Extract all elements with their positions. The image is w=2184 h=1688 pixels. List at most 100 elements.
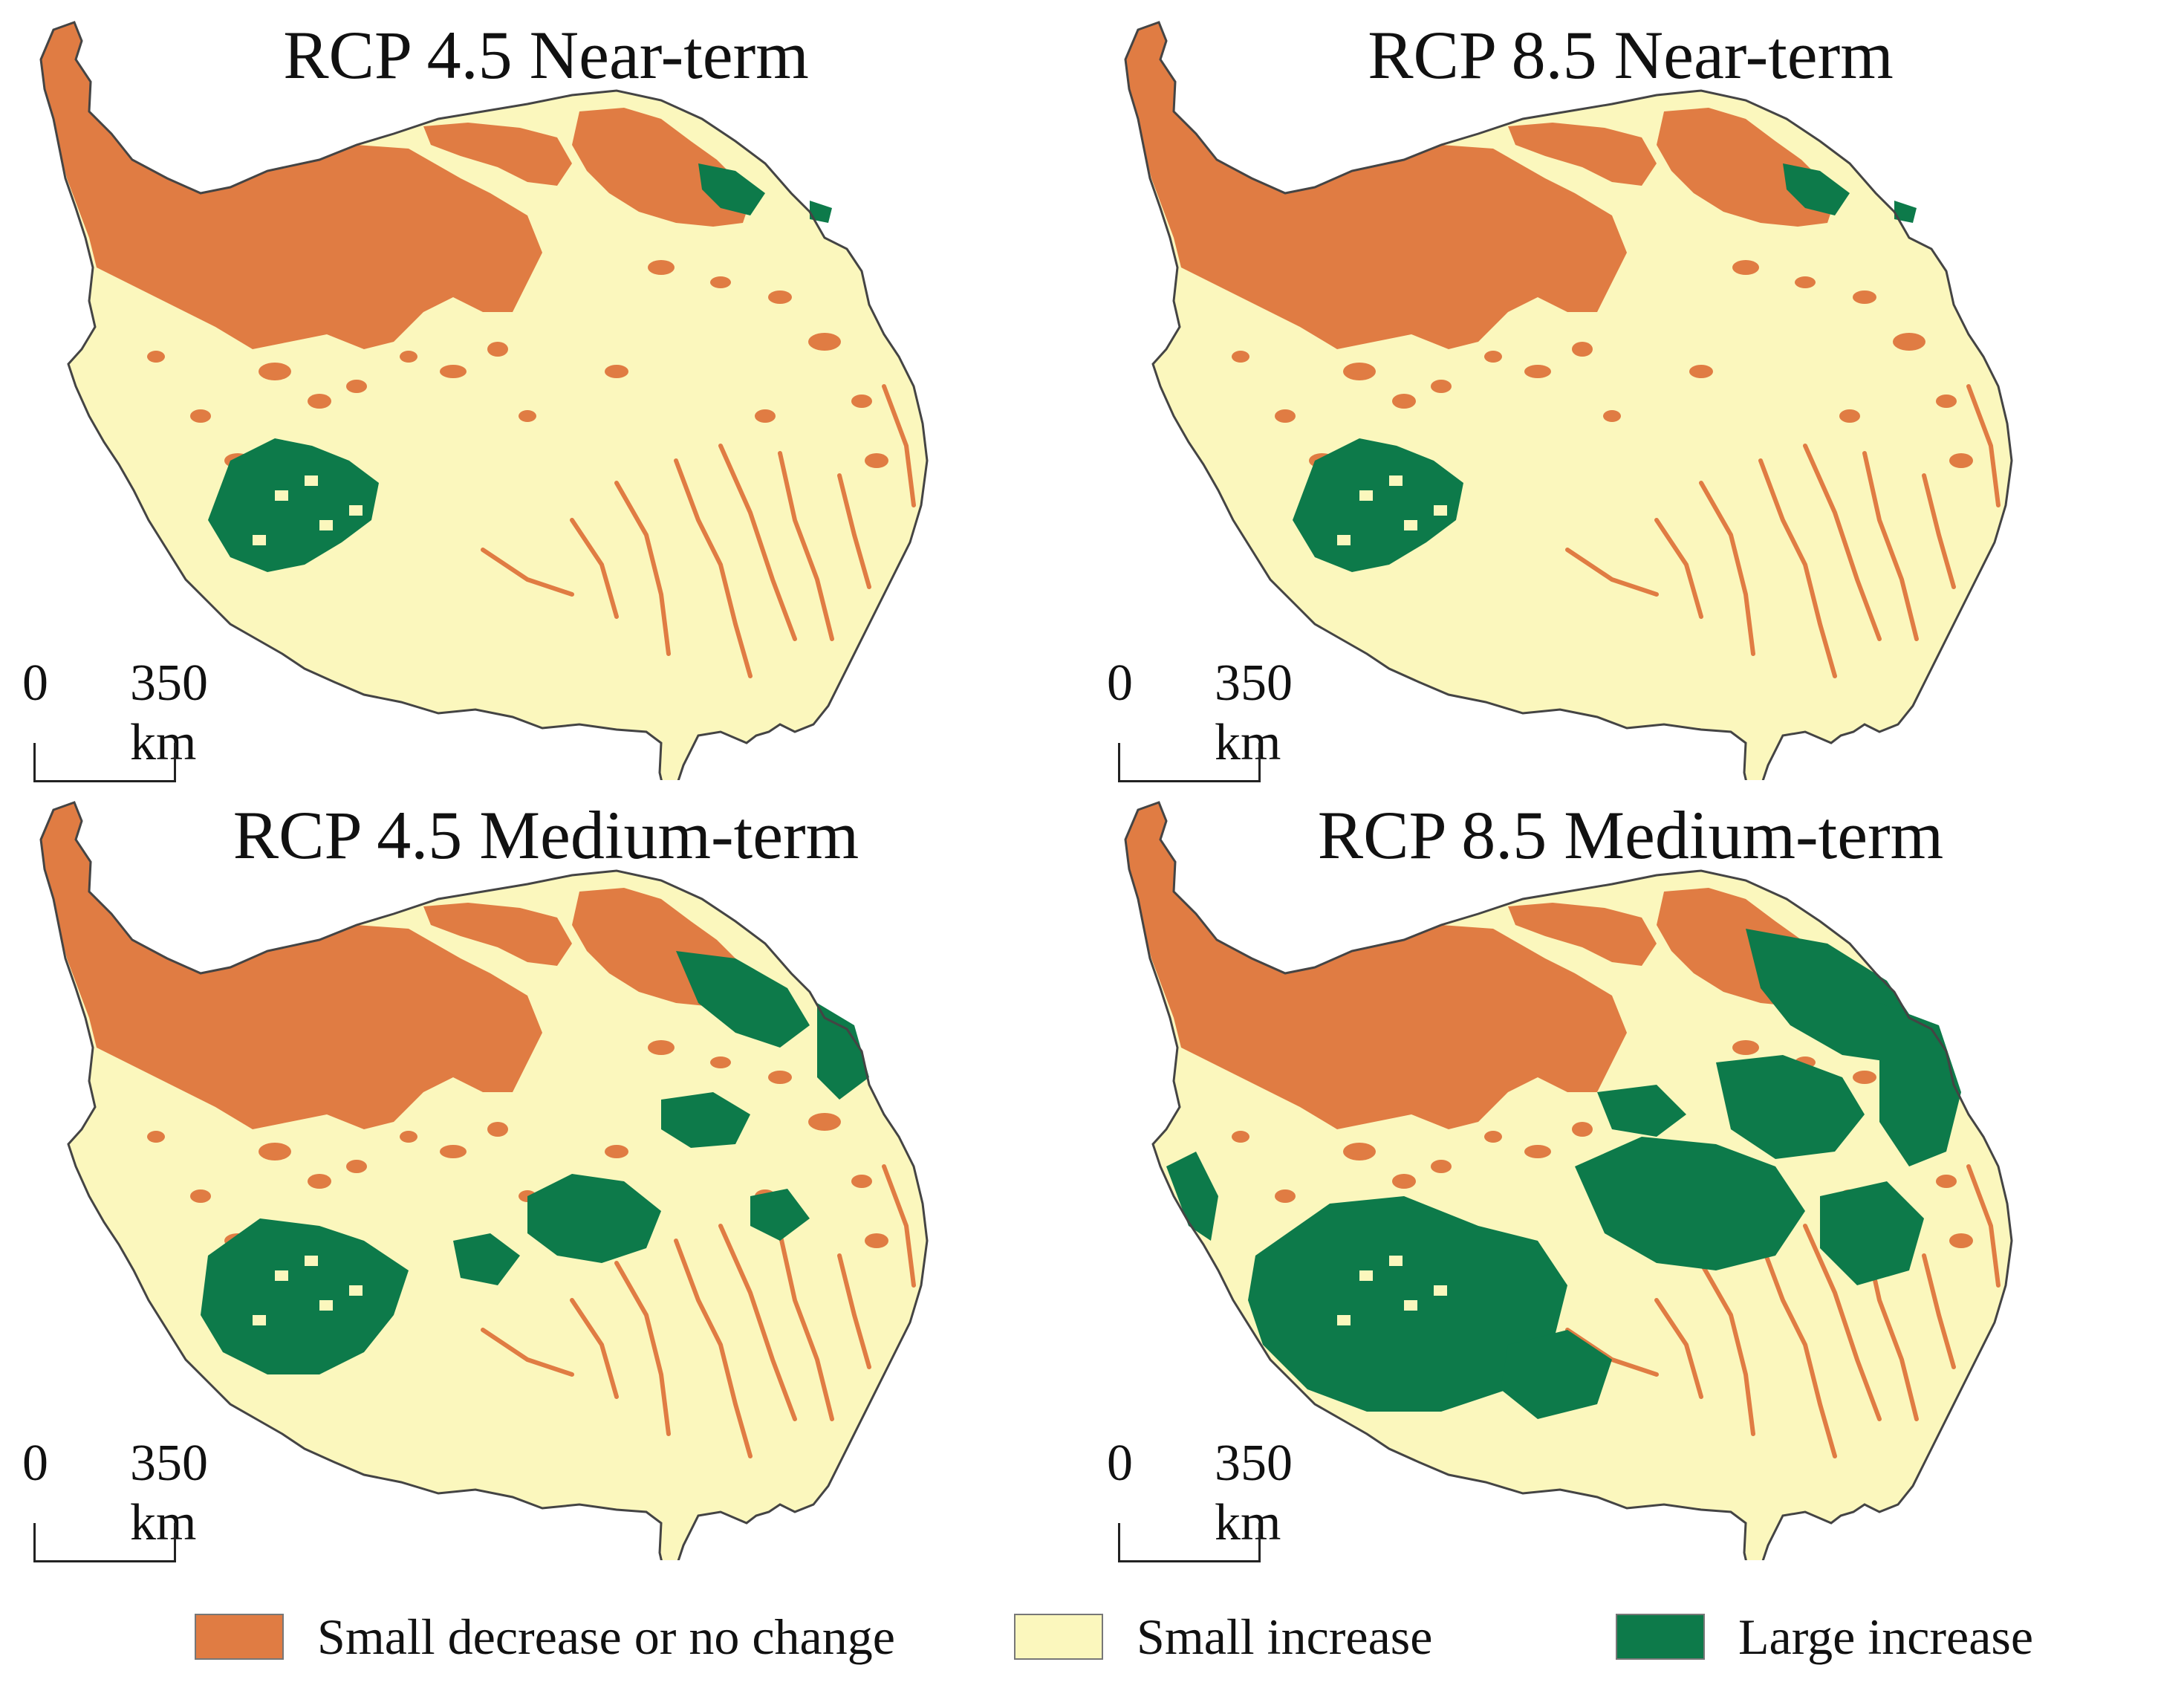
decrease-patch — [1524, 365, 1551, 378]
decrease-stream — [837, 473, 871, 589]
decrease-patch — [1484, 351, 1502, 363]
small-increase-patch — [253, 1315, 266, 1325]
small-increase-patch — [319, 1300, 333, 1311]
decrease-stream — [778, 451, 834, 641]
decrease-region — [1125, 802, 1627, 1129]
decrease-patch — [1853, 290, 1876, 304]
decrease-patch — [808, 1113, 841, 1131]
decrease-patch — [710, 276, 731, 288]
plateau-outline — [39, 21, 929, 780]
decrease-stream — [614, 1261, 671, 1436]
panel-title: RCP 8.5 Medium-term — [1317, 797, 1944, 873]
decrease-stream — [1565, 548, 1659, 597]
decrease-patch — [1343, 1143, 1376, 1160]
decrease-patch — [710, 1056, 731, 1068]
map-region-layer — [1124, 801, 2013, 1560]
decrease-patch — [440, 1145, 467, 1158]
decrease-stream — [1966, 384, 2001, 507]
scale-bar: 0 350 km — [1107, 654, 1330, 795]
decrease-stream — [1758, 458, 1837, 678]
decrease-stream — [570, 518, 619, 619]
decrease-patch — [190, 409, 211, 423]
scale-distance-label: 350 km — [130, 1435, 208, 1551]
map-panel-rcp45-medium: RCP 4.5 Medium-term 0 350 km — [0, 780, 1092, 1562]
decrease-patch — [648, 260, 675, 275]
decrease-patch — [1275, 409, 1296, 423]
large-increase-region — [1894, 201, 1917, 223]
legend-swatch-small-increase — [1014, 1614, 1103, 1660]
large-increase-region — [750, 1189, 810, 1241]
decrease-patch — [400, 1131, 417, 1143]
decrease-patch — [487, 342, 508, 357]
decrease-region — [423, 123, 572, 186]
decrease-patch — [147, 351, 165, 363]
decrease-stream — [778, 1231, 834, 1421]
large-increase-region — [1783, 163, 1850, 215]
large-increase-region — [698, 163, 765, 215]
decrease-patch — [865, 1233, 888, 1248]
large-increase-region — [1746, 929, 1917, 1062]
scale-zero-label: 0 — [22, 1435, 48, 1492]
panel-title: RCP 4.5 Medium-term — [233, 797, 859, 873]
small-increase-patch — [1404, 520, 1417, 530]
decrease-stream — [1699, 481, 1755, 656]
decrease-patch — [1343, 363, 1376, 380]
decrease-patch — [1795, 276, 1816, 288]
legend-label: Small increase — [1137, 1609, 1433, 1665]
small-increase-patch — [1337, 535, 1351, 545]
decrease-patch — [1232, 1131, 1249, 1143]
decrease-patch — [1949, 453, 1973, 468]
scale-zero-label: 0 — [1107, 1435, 1133, 1492]
decrease-stream — [882, 1164, 916, 1288]
decrease-patch — [346, 380, 367, 393]
decrease-stream — [718, 444, 797, 641]
decrease-patch — [768, 1071, 792, 1084]
decrease-patch — [605, 365, 628, 378]
decrease-patch — [1839, 409, 1860, 423]
decrease-patch — [865, 453, 888, 468]
decrease-patch — [1275, 1189, 1296, 1203]
large-increase-region — [661, 1092, 750, 1148]
small-increase-patch — [349, 1285, 363, 1296]
decrease-region — [1657, 108, 1835, 227]
plateau-map — [39, 801, 929, 1560]
decrease-stream — [1862, 451, 1919, 641]
large-increase-region — [810, 201, 832, 223]
decrease-patch — [1689, 365, 1713, 378]
large-increase-region — [201, 1218, 409, 1374]
legend: Small decrease or no change Small increa… — [0, 1597, 2184, 1679]
large-increase-region — [1820, 1181, 1924, 1285]
decrease-patch — [400, 351, 417, 363]
decrease-patch — [1893, 333, 1925, 351]
decrease-patch — [1431, 1160, 1452, 1173]
decrease-patch — [147, 1131, 165, 1143]
decrease-patch — [1949, 1233, 1973, 1248]
decrease-region — [572, 108, 750, 227]
decrease-stream — [1803, 444, 1882, 641]
map-panel-rcp45-near: RCP 4.5 Near-term 0 350 km — [0, 0, 1092, 782]
decrease-region — [423, 903, 572, 966]
decrease-stream — [674, 1239, 753, 1458]
small-increase-patch — [349, 505, 363, 516]
plateau-outline — [1124, 801, 2013, 1560]
decrease-patch — [1732, 1040, 1759, 1055]
decrease-patch — [768, 290, 792, 304]
decrease-patch — [755, 409, 776, 423]
decrease-stream — [1803, 1224, 1882, 1421]
decrease-patch — [808, 333, 841, 351]
decrease-patch — [605, 1145, 628, 1158]
decrease-stream — [674, 458, 753, 678]
decrease-patch — [1392, 394, 1416, 409]
map-region-layer — [1124, 21, 2013, 780]
large-increase-region — [208, 438, 379, 572]
decrease-patch — [259, 1143, 291, 1160]
large-increase-region — [1716, 1055, 1865, 1159]
decrease-patch — [1431, 380, 1452, 393]
scale-zero-label: 0 — [1107, 655, 1133, 712]
decrease-patch — [346, 1160, 367, 1173]
scale-bar: 0 350 km — [1107, 1434, 1330, 1575]
panel-title: RCP 8.5 Near-term — [1368, 17, 1894, 93]
small-increase-patch — [305, 1256, 318, 1266]
decrease-stream — [882, 384, 916, 507]
decrease-patch — [440, 365, 467, 378]
